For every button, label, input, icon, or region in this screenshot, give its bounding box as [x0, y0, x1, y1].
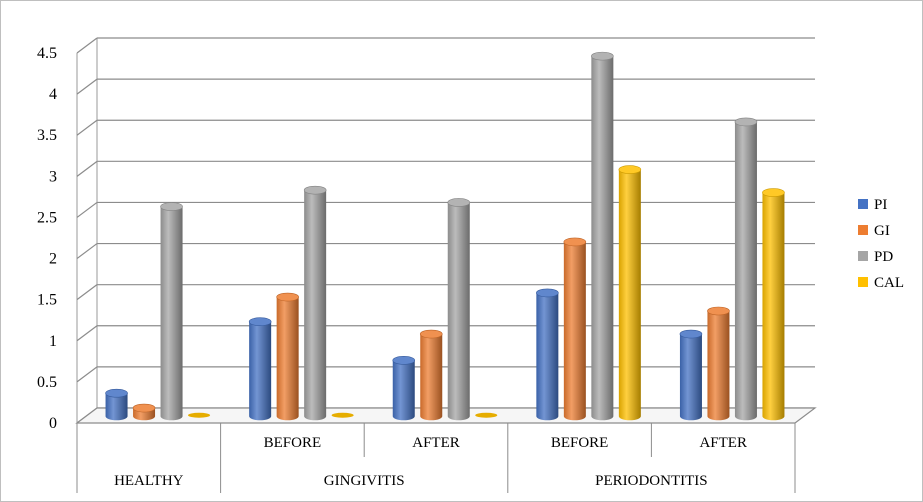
bar-pd-4 — [734, 121, 757, 421]
gridline-depth — [76, 201, 98, 218]
x-tick-label: BEFORE — [551, 435, 609, 451]
y-tick-label: 2.5 — [37, 209, 57, 226]
bar-cal-0 — [188, 412, 211, 418]
bar-pd-3-top — [591, 51, 614, 61]
chart-floor — [75, 407, 817, 424]
bar-pi-3-top — [536, 288, 559, 298]
gridline-depth — [76, 243, 98, 260]
bar-cal-3 — [618, 169, 641, 421]
bar-pd-0-top — [160, 202, 183, 211]
y-axis: 0 0.5 1 1.5 2 2.5 3 3.5 4 4.5 — [37, 45, 57, 432]
bar-pd-0 — [160, 206, 183, 421]
legend-entry: CAL — [874, 275, 904, 291]
legend-swatch — [858, 251, 868, 261]
x-tick-label: AFTER — [412, 435, 460, 451]
gridline-depth — [76, 160, 98, 177]
bar-pi-0 — [105, 393, 128, 421]
bar-cal-4 — [762, 192, 785, 421]
x-group-label: PERIODONTITIS — [595, 473, 708, 489]
gridline-depth — [76, 37, 98, 54]
bar-pi-2-top — [392, 356, 416, 365]
y-tick-label: 2 — [49, 251, 57, 268]
legend-entry: PD — [874, 249, 893, 265]
bars — [105, 51, 785, 421]
bar-cal-3-top — [618, 165, 642, 174]
bar-pd-2-top — [447, 198, 471, 207]
legend-swatch — [858, 277, 868, 287]
x-tick-label: AFTER — [699, 435, 747, 451]
x-tick-label: BEFORE — [264, 435, 322, 451]
bar-pi-4 — [679, 334, 702, 421]
bar-pd-3 — [591, 56, 614, 421]
x-axis: BEFORE AFTER BEFORE AFTER HEALTHY GINGIVITIS P… — [76, 423, 796, 493]
legend-swatch — [858, 199, 868, 209]
bar-pd-1 — [304, 190, 327, 421]
bar-gi-3-top — [563, 237, 587, 247]
bar-pi-3 — [536, 292, 559, 421]
bar-pi-1-top — [248, 317, 272, 326]
y-tick-label: 1.5 — [37, 292, 57, 309]
legend-entry: PI — [874, 197, 887, 213]
bar-gi-0-top — [132, 403, 156, 413]
bar-pi-0-top — [105, 388, 128, 398]
bar-gi-1 — [276, 297, 299, 421]
bar-gi-4-top — [707, 306, 730, 316]
gridline-depth — [76, 78, 98, 95]
bar-pi-2 — [392, 360, 415, 421]
bar-gi-1-top — [276, 292, 299, 302]
y-tick-label: 0 — [49, 415, 57, 432]
bar-gi-2-top — [419, 329, 443, 339]
x-group-label: HEALTHY — [114, 473, 184, 489]
gridline-depth — [76, 119, 98, 136]
bar-pd-4-top — [734, 117, 758, 127]
bar-gi-2 — [420, 334, 443, 421]
bar-cal-4-top — [762, 188, 785, 197]
bar-pd-2 — [447, 202, 470, 421]
bar-pi-4-top — [679, 329, 703, 339]
grid-lines — [76, 37, 815, 424]
legend-swatch — [858, 225, 868, 235]
y-tick-label: 3.5 — [37, 127, 57, 144]
gridline-depth — [76, 366, 98, 383]
legend: PI GI PD CAL — [858, 197, 904, 291]
y-tick-label: 0.5 — [37, 374, 57, 391]
bar-cal-1 — [331, 412, 354, 418]
bar-cal-2 — [475, 412, 498, 418]
bar-gi-3 — [563, 241, 586, 421]
y-tick-label: 1 — [49, 333, 57, 350]
floor-plane — [75, 407, 817, 424]
x-group-label: GINGIVITIS — [324, 473, 405, 489]
gridline-depth — [76, 325, 98, 342]
y-tick-label: 3 — [49, 168, 57, 185]
y-tick-label: 4 — [49, 86, 57, 103]
gridline-depth — [76, 284, 98, 301]
bar-pi-1 — [249, 321, 272, 421]
bar-gi-4 — [707, 311, 730, 421]
y-tick-label: 4.5 — [37, 45, 57, 62]
bar-pd-1-top — [303, 185, 327, 195]
legend-entry: GI — [874, 223, 890, 239]
